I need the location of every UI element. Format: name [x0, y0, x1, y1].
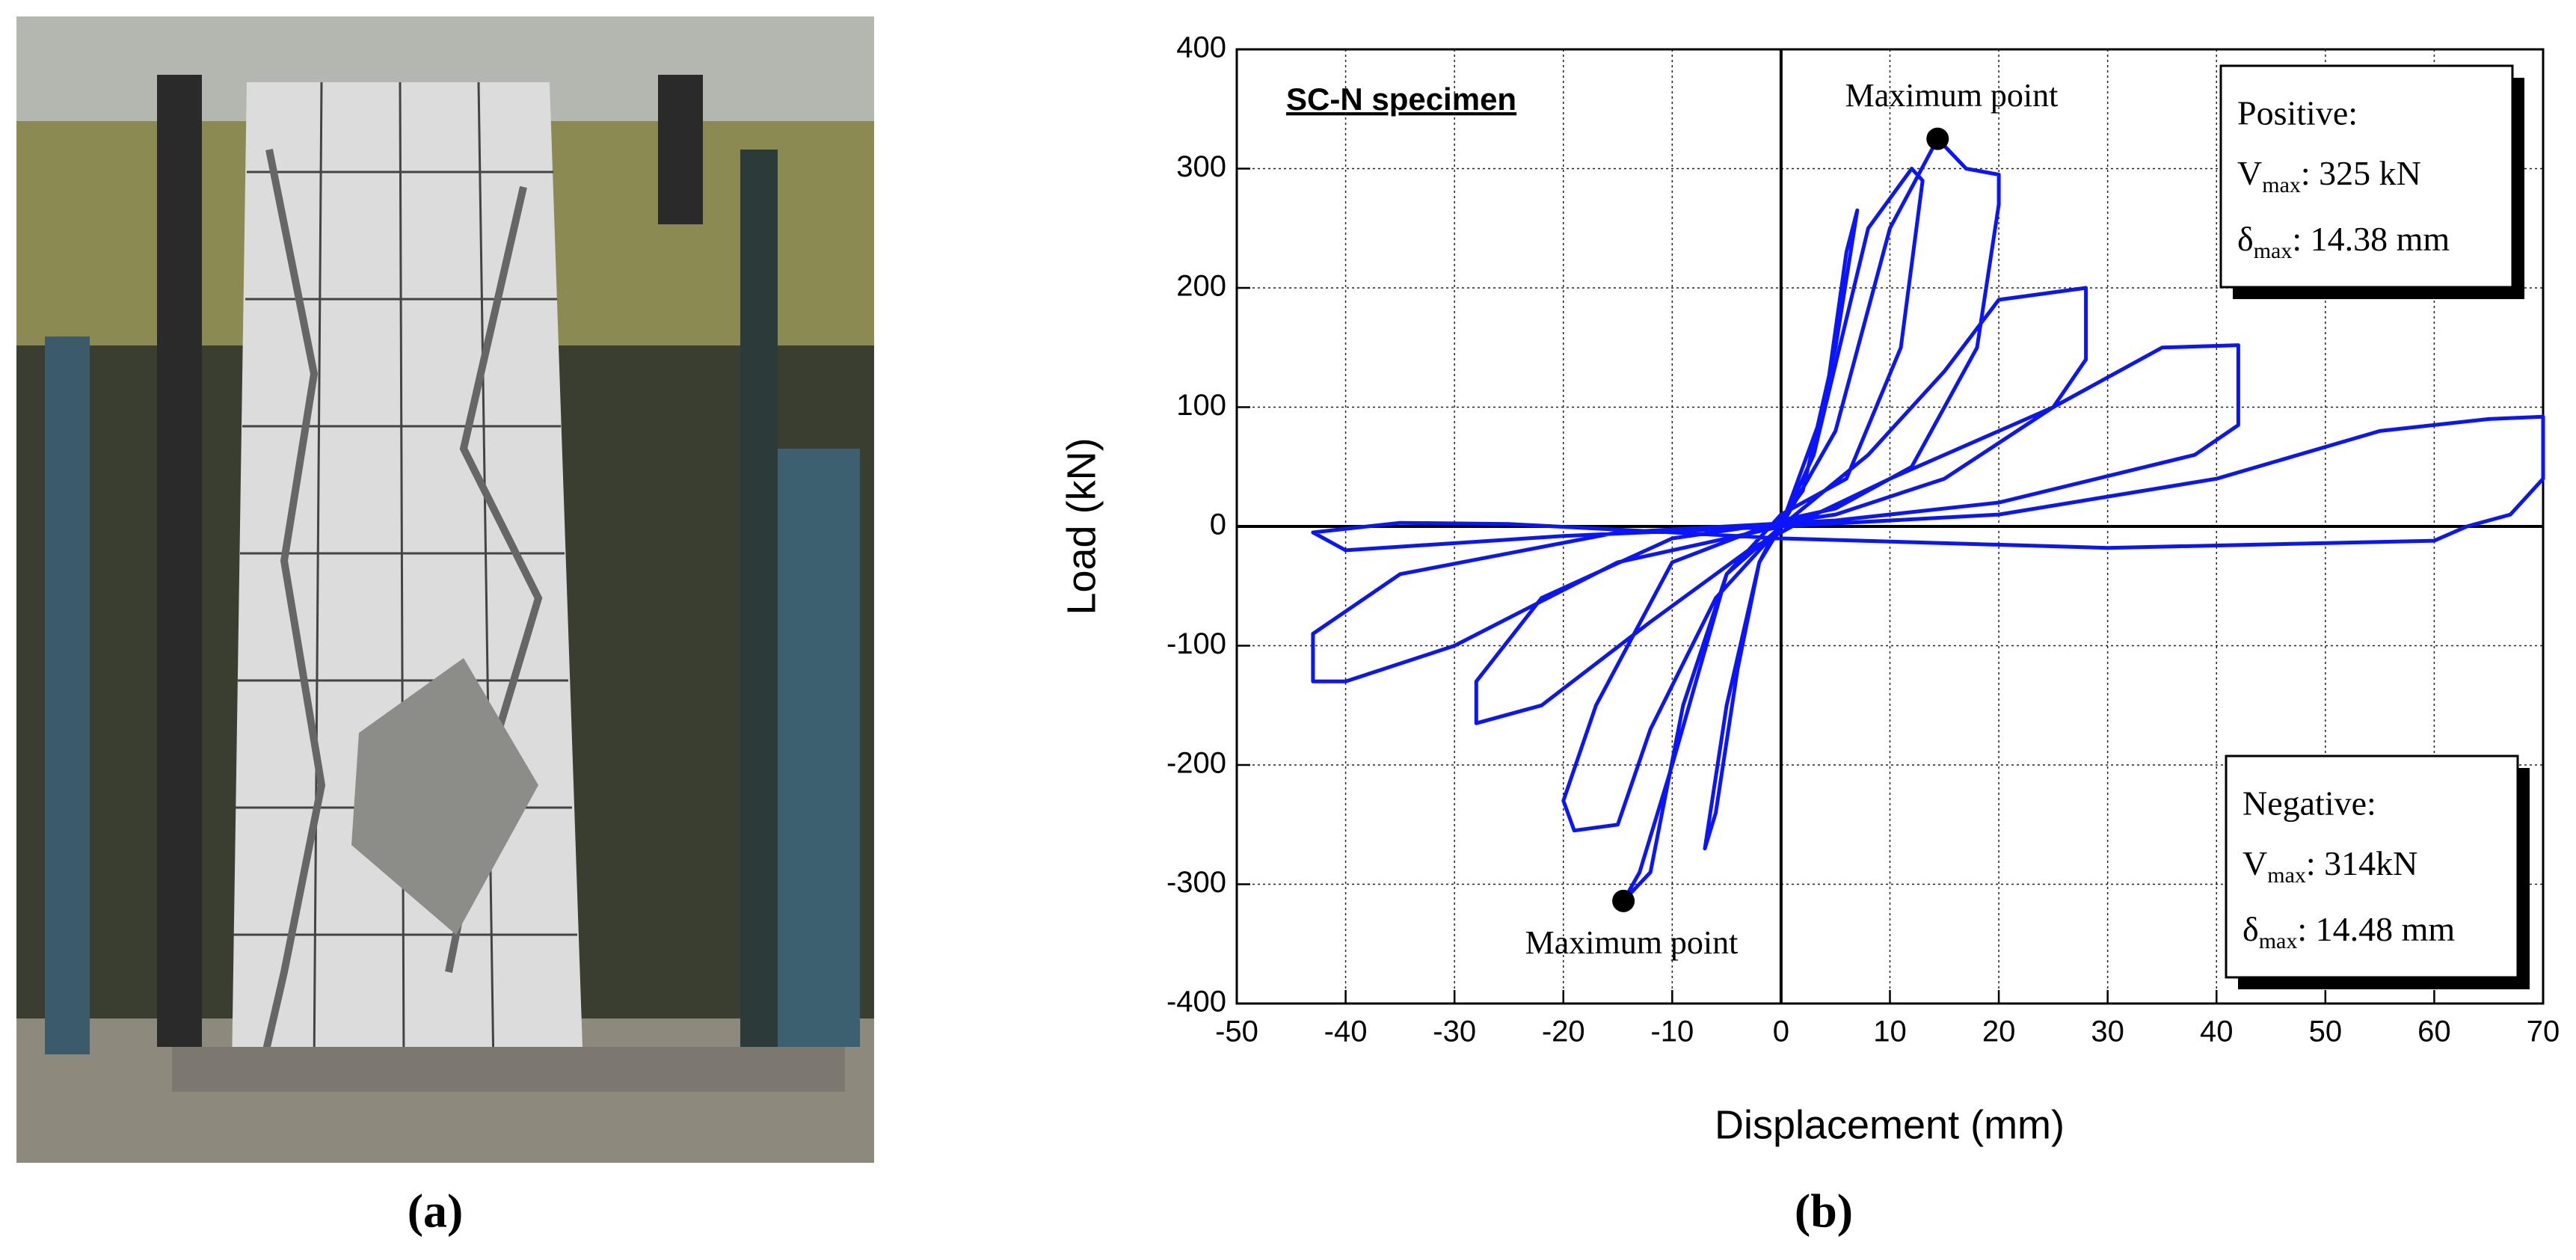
annotation-box	[2219, 64, 2514, 289]
x-tick-label: 40	[2200, 1015, 2234, 1048]
box-line: δmax: 14.38 mm	[2237, 220, 2450, 263]
x-tick-label: 70	[2527, 1015, 2560, 1048]
annotation-box	[2225, 755, 2519, 979]
y-axis-title: Load (kN)	[1059, 437, 1104, 615]
panel-label: (a)	[408, 1184, 464, 1238]
symbol: δ	[2237, 220, 2254, 258]
x-tick-label: 20	[1982, 1015, 2016, 1048]
y-tick-label: 300	[1176, 150, 1226, 183]
subscript: max	[2267, 863, 2306, 888]
box-value: : 325 kN	[2301, 154, 2421, 192]
hysteresis-curve	[1311, 137, 2545, 903]
annotation: Maximum point	[1845, 77, 2059, 114]
photo	[16, 16, 874, 1163]
subscript: max	[2254, 239, 2293, 263]
max-point	[1926, 127, 1949, 150]
x-tick-label: -50	[1215, 1015, 1258, 1048]
max-point	[1612, 889, 1635, 912]
box-value: : 14.48 mm	[2297, 910, 2455, 948]
box-line: Vmax: 314kN	[2243, 844, 2417, 888]
y-tick-label: 400	[1176, 31, 1226, 64]
y-tick-label: -400	[1166, 986, 1226, 1018]
x-tick-label: -10	[1650, 1015, 1694, 1048]
box-title: Negative:	[2243, 784, 2376, 823]
y-tick-label: -300	[1166, 866, 1226, 899]
box-line: Vmax: 325 kN	[2237, 154, 2421, 197]
subscript: max	[2262, 173, 2301, 197]
y-tick-label: 0	[1210, 508, 1226, 541]
y-tick-label: -100	[1166, 627, 1226, 660]
annotation: SC-N specimen	[1286, 82, 1516, 117]
panel-label: (b)	[1795, 1184, 1853, 1238]
subscript: max	[2259, 929, 2298, 953]
symbol: V	[2243, 844, 2267, 882]
y-tick-label: 200	[1176, 270, 1226, 303]
annotation: Maximum point	[1525, 924, 1739, 961]
x-tick-label: 30	[2091, 1015, 2124, 1048]
box-value: : 14.38 mm	[2292, 220, 2450, 258]
symbol: δ	[2243, 910, 2259, 948]
x-tick-label: 60	[2417, 1015, 2451, 1048]
x-tick-label: 0	[1773, 1015, 1789, 1048]
box-title: Positive:	[2237, 94, 2358, 132]
x-axis-title: Displacement (mm)	[1715, 1102, 2065, 1147]
box-line: δmax: 14.48 mm	[2243, 910, 2455, 953]
x-tick-label: -40	[1324, 1015, 1368, 1048]
symbol: V	[2237, 154, 2262, 192]
x-tick-label: 10	[1873, 1015, 1907, 1048]
x-tick-label: -20	[1542, 1015, 1585, 1048]
y-tick-label: -200	[1166, 747, 1226, 780]
x-tick-label: 50	[2309, 1015, 2343, 1048]
x-tick-label: -30	[1433, 1015, 1476, 1048]
y-tick-label: 100	[1176, 389, 1226, 422]
box-value: : 314kN	[2306, 844, 2418, 882]
